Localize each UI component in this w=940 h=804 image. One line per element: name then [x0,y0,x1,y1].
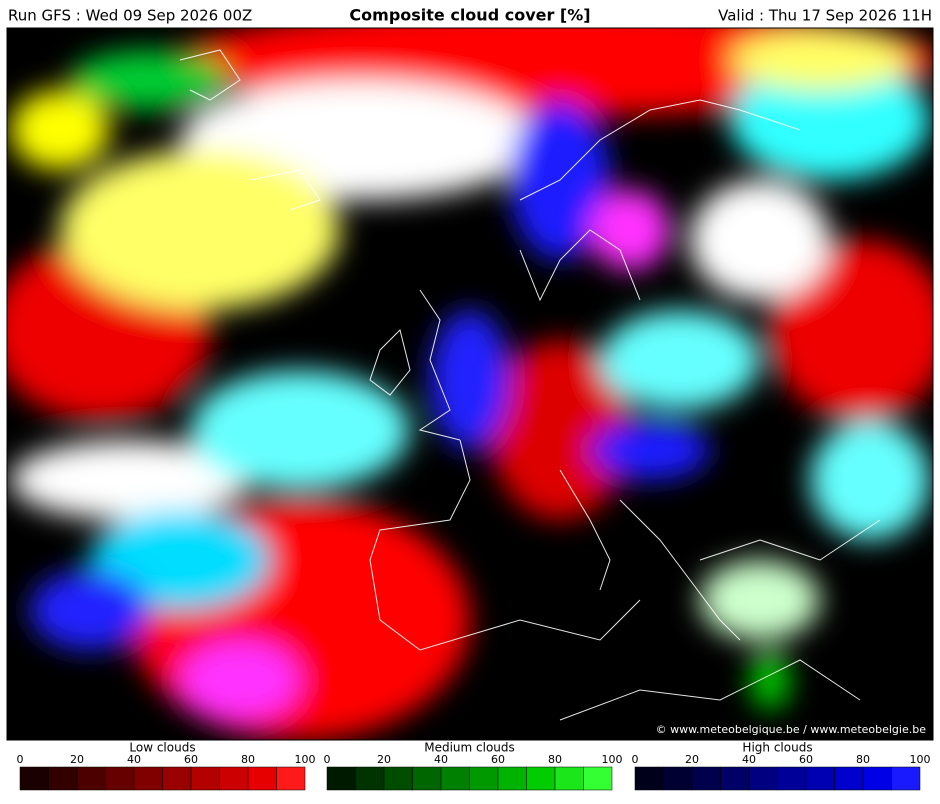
legend-title: High clouds [742,741,812,755]
color-swatch [412,766,442,791]
color-swatch [634,766,664,791]
color-swatch [383,766,413,791]
legend-tick-label: 80 [856,753,870,766]
color-swatch [583,766,613,791]
color-swatch [355,766,385,791]
legend-tick-label: 100 [602,753,623,766]
legend-tick-label: 20 [70,753,84,766]
color-swatch [276,766,306,791]
color-swatch [805,766,835,791]
color-swatch [219,766,249,791]
legend-tick-label: 60 [799,753,813,766]
legend-tick-label: 40 [742,753,756,766]
legend-title: Medium clouds [424,741,515,755]
color-swatch [526,766,556,791]
legend-tick-label: 20 [685,753,699,766]
legend-tick-label: 100 [295,753,316,766]
legend-tick-label: 80 [548,753,562,766]
run-label: Run GFS : Wed 09 Sep 2026 00Z [8,7,252,25]
legend-tick-label: 0 [632,753,639,766]
legend-title: Low clouds [129,741,195,755]
copyright: © www.meteobelgique.be / www.meteobelgie… [656,723,927,736]
cloud-map: © www.meteobelgique.be / www.meteobelgie… [7,28,933,740]
legend-tick-label: 100 [910,753,931,766]
color-swatch [834,766,864,791]
color-swatch [691,766,721,791]
color-swatch [497,766,527,791]
legend-tick-label: 20 [377,753,391,766]
map-title: Composite cloud cover [%] [349,6,590,25]
color-swatch [133,766,163,791]
legend-tick-label: 0 [324,753,331,766]
color-swatch [469,766,499,791]
legend-tick-label: 60 [491,753,505,766]
color-swatch [720,766,750,791]
color-swatch [891,766,921,791]
legend-tick-label: 60 [184,753,198,766]
color-swatch [105,766,135,791]
color-swatch [777,766,807,791]
color-swatch [663,766,693,791]
color-swatch [162,766,192,791]
legends: Low clouds 0 20 40 60 80 100 Medium clouds 0 20 40… [17,741,931,791]
legend-tick-label: 0 [17,753,24,766]
color-swatch [247,766,277,791]
color-swatch [862,766,892,791]
color-swatch [190,766,220,791]
legend-tick-label: 80 [241,753,255,766]
color-swatch [19,766,49,791]
color-swatch [76,766,106,791]
color-swatch [326,766,356,791]
legend-tick-label: 40 [434,753,448,766]
color-swatch [748,766,778,791]
color-swatch [554,766,584,791]
color-swatch [48,766,78,791]
color-swatch [440,766,470,791]
legend-tick-label: 40 [127,753,141,766]
valid-label: Valid : Thu 17 Sep 2026 11H [718,7,932,25]
